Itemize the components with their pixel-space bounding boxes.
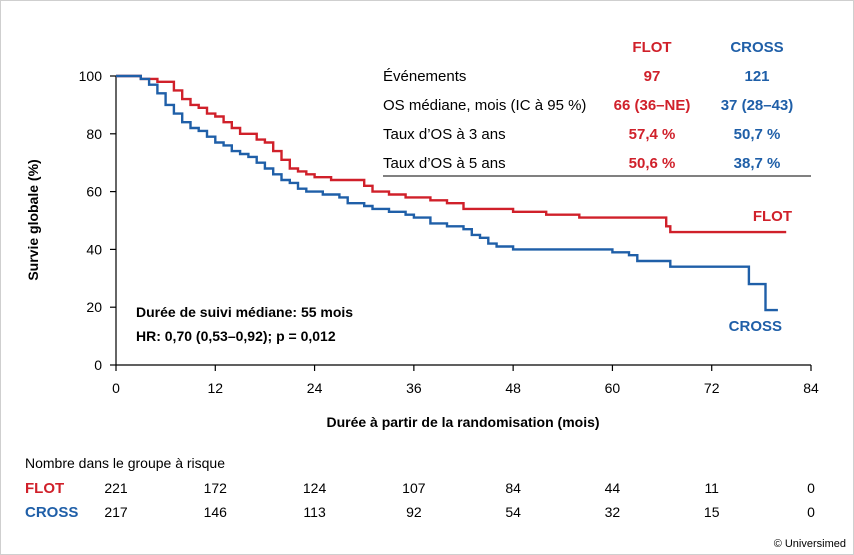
cross-curve-label: CROSS [729,318,782,335]
y-tick-label: 60 [86,184,102,200]
risk-value-cross: 32 [605,504,621,520]
y-tick-label: 0 [94,357,102,373]
x-tick-label: 84 [803,380,819,396]
risk-value-cross: 217 [104,504,128,520]
risk-value-cross: 92 [406,504,422,520]
x-tick-label: 72 [704,380,720,396]
stats-row-cross: 121 [744,68,769,85]
risk-table-title: Nombre dans le groupe à risque [25,455,225,471]
stats-header-flot: FLOT [632,39,671,56]
x-tick-label: 0 [112,380,120,396]
hazard-ratio-text: HR: 0,70 (0,53–0,92); p = 0,012 [136,328,336,344]
risk-value-flot: 0 [807,480,815,496]
x-ticks: 0 12 24 36 48 60 72 84 [112,365,819,396]
median-followup-text: Durée de suivi médiane: 55 mois [136,304,353,320]
risk-value-cross: 15 [704,504,720,520]
risk-value-flot: 11 [704,480,719,496]
stats-row-flot: 50,6 % [629,155,676,172]
stats-row-cross: 50,7 % [734,126,781,143]
risk-row-label-flot: FLOT [25,480,64,497]
stats-row-cross: 38,7 % [734,155,781,172]
stats-row-flot: 66 (36–NE) [614,97,691,114]
copyright-text: © Universimed [774,538,846,550]
risk-table-values: 221 172 124 107 84 44 11 0 217 146 113 92 54 32 15 0 [104,480,815,520]
risk-value-cross: 54 [505,504,521,520]
x-tick-label: 48 [505,380,521,396]
risk-value-flot: 44 [605,480,621,496]
risk-value-cross: 113 [303,504,326,520]
survival-curve-cross [116,74,778,312]
y-tick-label: 40 [86,241,102,257]
flot-curve-label: FLOT [753,208,792,225]
risk-value-flot: 221 [104,480,128,496]
stats-header-cross: CROSS [730,39,783,56]
stats-row-flot: 57,4 % [629,126,676,143]
risk-value-flot: 107 [402,480,426,496]
y-ticks: 0 20 40 60 80 100 [79,68,116,373]
y-tick-label: 100 [79,68,103,84]
survival-curve-flot [116,74,787,234]
x-tick-label: 60 [605,380,621,396]
stats-row-label: Événements [383,68,466,85]
x-axis-title: Durée à partir de la randomisation (mois… [326,414,599,430]
x-tick-label: 12 [207,380,223,396]
risk-value-flot: 172 [204,480,228,496]
stats-row-label: OS médiane, mois (IC à 95 %) [383,97,586,114]
risk-value-flot: 84 [505,480,521,496]
stats-row-cross: 37 (28–43) [721,97,794,114]
y-tick-label: 20 [86,299,102,315]
stats-row-label: Taux d’OS à 3 ans [383,126,506,143]
y-axis-title: Survie globale (%) [25,159,41,280]
risk-value-flot: 124 [303,480,327,496]
x-tick-label: 24 [307,380,323,396]
risk-row-label-cross: CROSS [25,504,78,521]
stats-row-label: Taux d’OS à 5 ans [383,155,506,172]
risk-value-cross: 0 [807,504,815,520]
x-tick-label: 36 [406,380,422,396]
risk-value-cross: 146 [204,504,228,520]
stats-row-flot: 97 [644,68,661,85]
y-tick-label: 80 [86,126,102,142]
survival-curves [116,74,787,312]
